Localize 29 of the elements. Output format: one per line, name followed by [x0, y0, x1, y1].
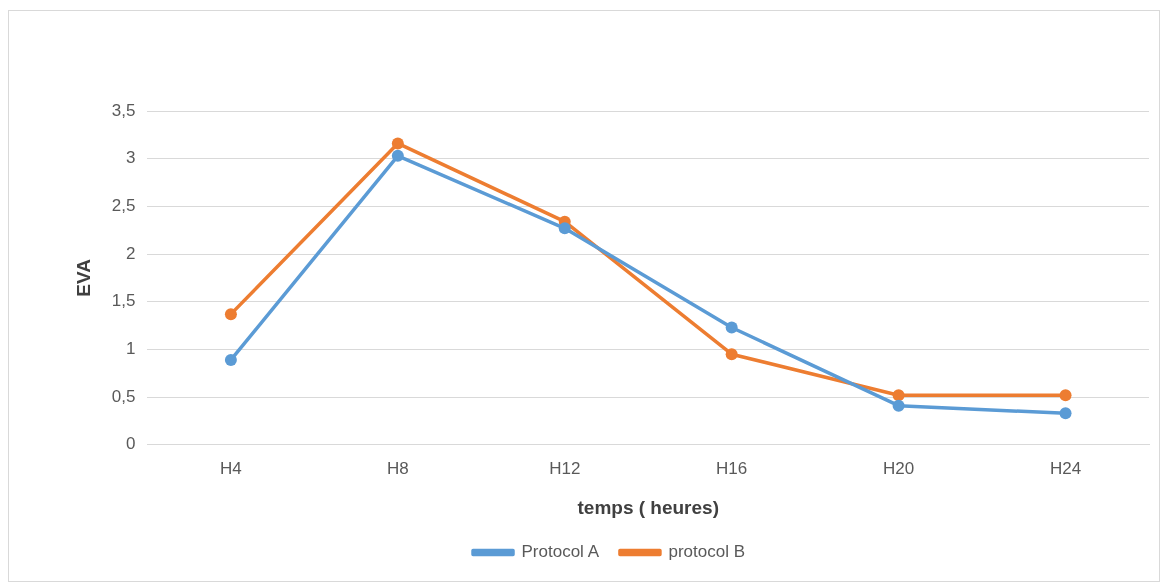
x-tick-label: H4 [220, 458, 242, 478]
y-tick-label: 0 [125, 434, 136, 454]
x-tick-label: H20 [883, 458, 915, 478]
legend-label: Protocol A [521, 542, 600, 562]
point [224, 308, 237, 321]
point [1059, 407, 1072, 420]
point [892, 389, 905, 402]
point [1059, 389, 1072, 402]
x-tick-label: H8 [386, 458, 409, 478]
y-tick-label: 3 [125, 148, 136, 168]
x-tick-label: H24 [1049, 458, 1082, 478]
point [558, 222, 571, 235]
legend-label: protocol B [668, 542, 745, 562]
y-tick-label: 1 [125, 339, 136, 359]
point [224, 353, 237, 366]
y-tick-label: 3,5 [111, 100, 136, 120]
point [892, 399, 905, 412]
y-tick-label: 2 [125, 243, 136, 263]
point [725, 321, 738, 334]
x-tick-label: H12 [549, 458, 581, 478]
y-axis-title: EVA [72, 258, 94, 297]
y-tick-label: 1,5 [111, 291, 136, 311]
x-axis-title: temps ( heures) [577, 496, 719, 518]
y-tick-label: 0,5 [111, 386, 136, 406]
point [391, 137, 404, 150]
y-tick-label: 2,5 [111, 196, 136, 216]
point [725, 348, 738, 361]
x-tick-label: H16 [716, 458, 748, 478]
point [391, 149, 404, 162]
